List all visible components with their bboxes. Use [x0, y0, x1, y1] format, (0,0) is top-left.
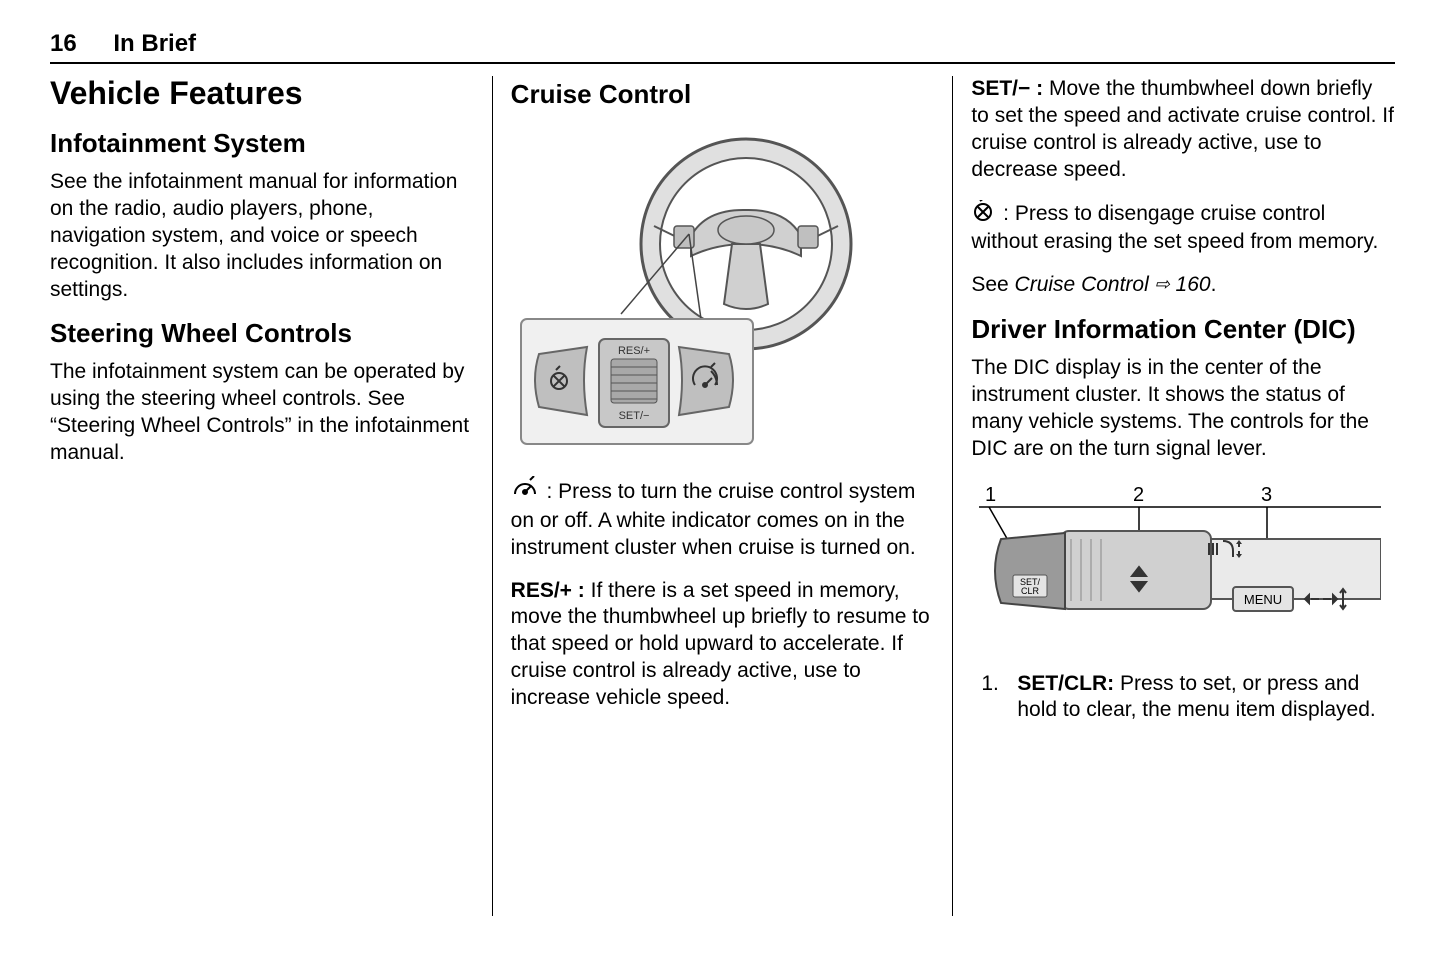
label-set-minus: SET/−	[618, 410, 649, 422]
page-number: 16	[50, 30, 77, 57]
column-1: Vehicle Features Infotainment System See…	[50, 76, 492, 916]
cruise-cancel-icon	[971, 200, 995, 230]
para-see-cruise-ref: See Cruise Control ⇨ 160.	[971, 272, 1395, 299]
callout-2: 2	[1133, 484, 1144, 506]
svg-text:CLR: CLR	[1021, 586, 1040, 596]
column-2: Cruise Control	[492, 76, 953, 916]
cruise-onoff-icon	[511, 476, 539, 508]
heading-dic: Driver Information Center (DIC)	[971, 315, 1395, 345]
heading-vehicle-features: Vehicle Features	[50, 76, 474, 111]
callout-1: 1	[985, 484, 996, 506]
para-res-plus: RES/+ : If there is a set speed in memor…	[511, 578, 935, 712]
section-title: In Brief	[113, 30, 196, 57]
para-cancel: : Press to disengage cruise control with…	[971, 200, 1395, 257]
heading-infotainment-system: Infotainment System	[50, 129, 474, 159]
heading-steering-wheel-controls: Steering Wheel Controls	[50, 319, 474, 349]
para-dic: The DIC display is in the center of the …	[971, 355, 1395, 463]
page-header: 16 In Brief	[50, 30, 1395, 64]
para-set-minus: SET/− : Move the thumbwheel down briefly…	[971, 76, 1395, 184]
label-menu: MENU	[1244, 592, 1282, 607]
para-infotainment: See the infotainment manual for informat…	[50, 169, 474, 303]
para-cruise-onoff: : Press to turn the cruise control syste…	[511, 476, 935, 562]
dic-list-item-1: 1. SET/CLR: Press to set, or press and h…	[981, 671, 1395, 725]
column-3: SET/− : Move the thumbwheel down briefly…	[952, 76, 1395, 916]
para-steering: The infotainment system can be operated …	[50, 359, 474, 467]
xref-cruise-control: Cruise Control	[1015, 273, 1149, 296]
label-res-plus: RES/+	[618, 345, 650, 357]
content-columns: Vehicle Features Infotainment System See…	[50, 76, 1395, 916]
xref-arrow-icon: ⇨	[1155, 273, 1170, 296]
dic-list: 1. SET/CLR: Press to set, or press and h…	[971, 671, 1395, 725]
figure-cruise-control: RES/+ SET/−	[511, 124, 935, 454]
callout-3: 3	[1261, 484, 1272, 506]
figure-dic-lever: 1 2 3	[971, 479, 1395, 649]
heading-cruise-control: Cruise Control	[511, 80, 935, 110]
